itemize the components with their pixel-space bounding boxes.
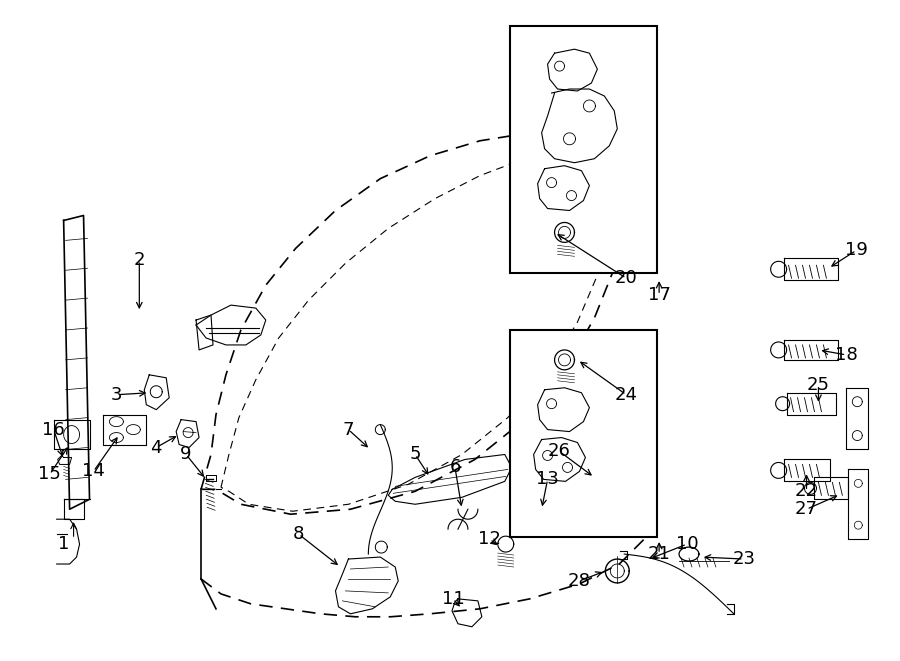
Text: 16: 16 <box>42 420 65 439</box>
Text: 21: 21 <box>648 545 670 563</box>
Text: 22: 22 <box>795 483 818 500</box>
Text: 28: 28 <box>568 572 591 590</box>
Text: 12: 12 <box>479 530 501 548</box>
Text: 3: 3 <box>111 386 122 404</box>
Text: 20: 20 <box>615 269 637 288</box>
Text: 26: 26 <box>548 442 571 461</box>
Text: 14: 14 <box>82 463 105 481</box>
Text: 10: 10 <box>676 535 698 553</box>
Text: 1: 1 <box>58 535 69 553</box>
Text: 4: 4 <box>150 438 162 457</box>
Text: 2: 2 <box>133 251 145 269</box>
Text: 27: 27 <box>795 500 818 518</box>
Bar <box>509 330 657 537</box>
Text: 6: 6 <box>449 459 461 477</box>
Text: 17: 17 <box>648 286 670 304</box>
Text: 9: 9 <box>180 446 192 463</box>
Text: 25: 25 <box>807 375 830 394</box>
Text: 11: 11 <box>442 590 464 608</box>
Text: 18: 18 <box>835 346 858 364</box>
Text: 5: 5 <box>410 446 421 463</box>
Text: 15: 15 <box>39 465 61 483</box>
Text: 19: 19 <box>845 241 868 259</box>
Text: 7: 7 <box>343 420 355 439</box>
Bar <box>509 26 657 273</box>
Text: 24: 24 <box>615 386 638 404</box>
Text: 23: 23 <box>733 550 755 568</box>
Text: 8: 8 <box>293 525 304 543</box>
Text: 13: 13 <box>536 471 559 488</box>
